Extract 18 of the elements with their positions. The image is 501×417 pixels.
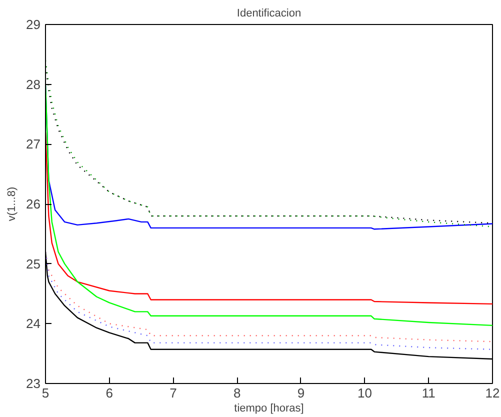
y-axis-title: v(1...8)	[6, 186, 18, 222]
y-tick-label: 25	[26, 256, 41, 272]
x-tick-label: 6	[106, 386, 113, 400]
x-tick-label: 5	[42, 386, 50, 400]
y-tick-label: 27	[26, 136, 41, 152]
y-tick-label: 28	[26, 76, 41, 92]
x-axis-title: tiempo [horas]	[234, 402, 304, 414]
x-tick-label: 11	[422, 386, 436, 400]
x-tick-label: 8	[233, 386, 241, 400]
y-tick-label: 26	[26, 196, 41, 212]
x-tick-label: 9	[297, 386, 305, 400]
x-tick-label: 12	[485, 386, 500, 400]
y-tick-label: 23	[26, 376, 41, 391]
chart-title: Identificacion	[236, 8, 302, 20]
x-tick-label: 7	[170, 386, 177, 400]
y-tick-label: 24	[26, 316, 41, 332]
x-tick-label: 10	[358, 386, 372, 400]
y-tick-label: 29	[26, 17, 41, 32]
